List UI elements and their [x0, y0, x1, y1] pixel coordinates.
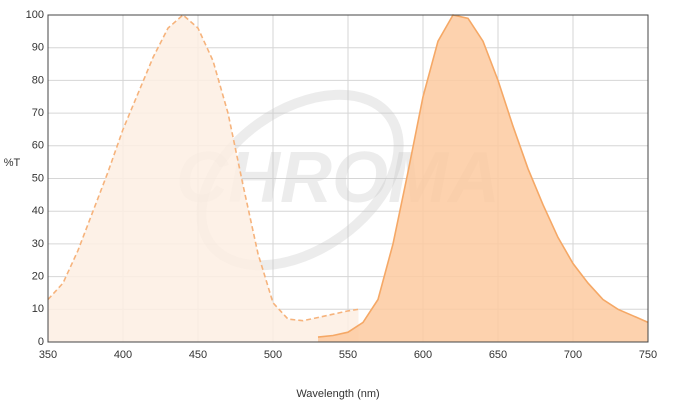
- y-tick-label: 90: [32, 42, 44, 54]
- area-fill: [318, 15, 648, 342]
- y-tick-label: 20: [32, 271, 44, 283]
- x-tick-label: 600: [414, 349, 432, 361]
- x-tick-label: 550: [339, 349, 357, 361]
- y-tick-label: 40: [32, 205, 44, 217]
- x-tick-label: 350: [39, 349, 57, 361]
- y-tick-label: 0: [38, 336, 44, 348]
- x-tick-label: 450: [189, 349, 207, 361]
- plot-frame: [47, 14, 649, 343]
- x-tick-label: 700: [564, 349, 582, 361]
- y-tick-label: 50: [32, 172, 44, 184]
- y-tick-label: 60: [32, 140, 44, 152]
- x-tick-label: 750: [639, 349, 657, 361]
- y-tick-label: 10: [32, 303, 44, 315]
- area-fill: [48, 15, 359, 342]
- y-tick-label: 30: [32, 238, 44, 250]
- x-tick-label: 500: [264, 349, 282, 361]
- y-tick-label: 70: [32, 107, 44, 119]
- x-axis-label: Wavelength (nm): [296, 388, 379, 400]
- y-tick-label: 100: [26, 9, 44, 21]
- spectrum-line: [47, 13, 359, 322]
- y-axis-label: %T: [4, 157, 21, 169]
- x-tick-label: 650: [489, 349, 507, 361]
- y-tick-label: 80: [32, 74, 44, 86]
- x-tick-label: 400: [114, 349, 132, 361]
- spectrum-line: [317, 14, 649, 338]
